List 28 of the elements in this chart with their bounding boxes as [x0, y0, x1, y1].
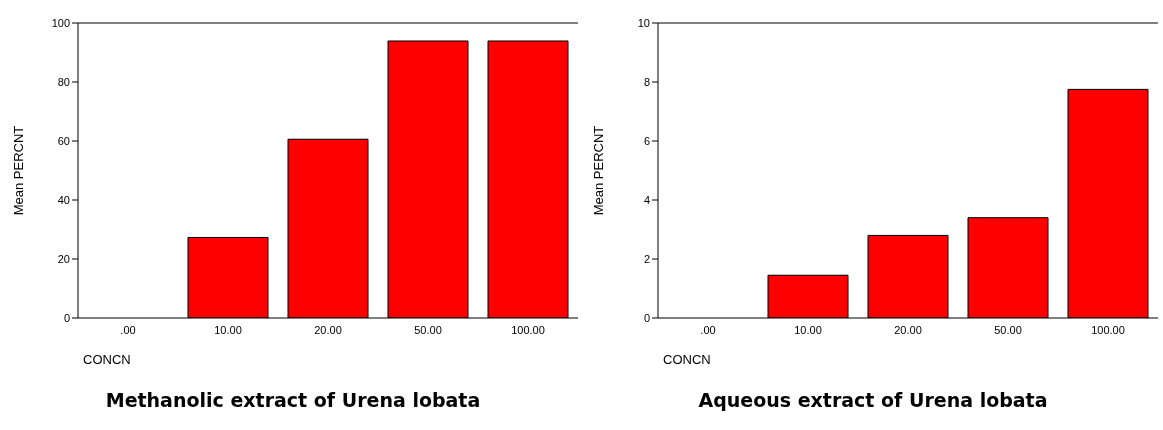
y-tick-label: 0 [643, 311, 650, 324]
x-tick-label: 10.00 [214, 323, 242, 336]
x-tick-label: 100.00 [511, 323, 545, 336]
y-tick-label: 6 [643, 134, 650, 147]
y-tick-label: 40 [57, 193, 70, 206]
y-tick-label: 4 [643, 193, 650, 206]
x-tick-label: 20.00 [894, 323, 922, 336]
y-tick-label: 0 [63, 311, 70, 324]
text: Aqueous extract of Urena lobata [697, 389, 1049, 411]
x-tick-label: 10.00 [794, 323, 822, 336]
x-tick-label: .00 [700, 323, 716, 336]
x-tick-label: 50.00 [414, 323, 442, 336]
x-tick-label: .00 [120, 323, 136, 336]
text: Methanolic extract of Urena lobata [104, 389, 482, 411]
y-tick-label: 10 [637, 16, 650, 29]
x-axis-title: CONCN [83, 352, 132, 367]
y-axis-title: Mean PERCNT [590, 125, 606, 216]
y-tick-label: 60 [57, 134, 70, 147]
x-tick-label: 20.00 [314, 323, 342, 336]
y-tick-label: 8 [643, 75, 650, 88]
x-tick-label: 100.00 [1091, 323, 1125, 336]
y-tick-label: 80 [57, 75, 70, 88]
y-axis-title: Mean PERCNT [10, 125, 26, 216]
y-tick-label: 2 [643, 252, 650, 265]
y-tick-label: 20 [57, 252, 70, 265]
x-axis-title: CONCN [663, 352, 712, 367]
y-tick-label: 100 [51, 16, 70, 29]
x-tick-label: 50.00 [994, 323, 1022, 336]
